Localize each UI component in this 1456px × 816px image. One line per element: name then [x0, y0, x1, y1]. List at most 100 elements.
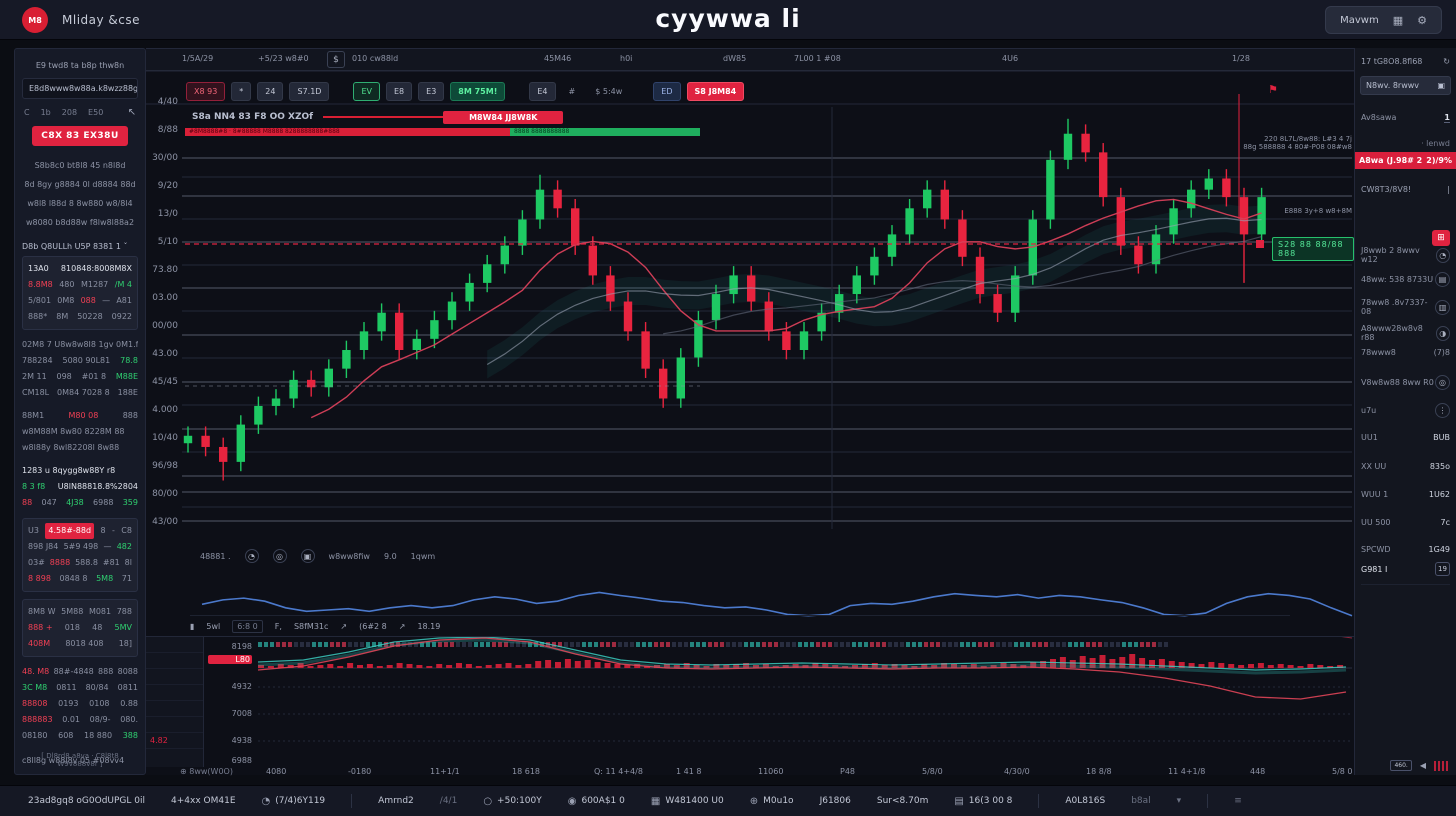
table-row[interactable]: 888 + 018 48 5MV — [28, 620, 132, 636]
taskbar-item-2[interactable]: ◔ (7/4)6Y119 — [261, 795, 326, 807]
table-row[interactable]: 888883 0.01 08/9- 080. — [22, 712, 138, 728]
toolbar2-icon-7[interactable]: ↗ — [398, 622, 406, 631]
sidebar-search-input[interactable]: E8d8www8w88a.k8wzz88g — [22, 78, 138, 99]
indicator-icon-1[interactable]: ◔ — [244, 549, 259, 563]
header-menu-button[interactable]: Mavwm ▦ ⚙ — [1325, 6, 1442, 34]
sidebar-filter-3[interactable]: E50 — [88, 108, 104, 117]
grid-icon[interactable]: ▦ — [1392, 13, 1404, 27]
table-row[interactable]: 788284 5080 90L81 78.8 — [22, 353, 138, 369]
taskbar-item-4[interactable]: Amrnd2 — [378, 796, 414, 806]
toolbar-button-4[interactable]: EV — [353, 81, 380, 101]
gear-icon[interactable]: ⚙ — [1417, 13, 1427, 27]
table-row[interactable]: 2M 11 098 #01 8 M88E — [22, 369, 138, 385]
toolbar2-item-4[interactable]: S8fM31c — [293, 622, 329, 631]
sidebar-filter-2[interactable]: 208 — [61, 108, 78, 117]
table-row[interactable]: 48. M8 88#-4848 888 8088 — [22, 664, 138, 680]
table-row[interactable]: 408M 8018 408 18] — [28, 636, 132, 652]
table-row[interactable]: 02M8 7 U8w8w8I8 1gv 0M1.f — [22, 337, 138, 353]
table-row[interactable]: 1283 u 8qygg8w88Y r8 — [22, 463, 138, 479]
table-row[interactable]: 8 898 0848 8 5M8 71 — [28, 571, 132, 587]
taskbar-item-5[interactable]: /4/1 — [439, 796, 458, 806]
taskbar-item-12[interactable]: ▤ 16(3 00 8 — [954, 795, 1013, 807]
panel-tool-1[interactable]: 48ww: 538 8733U ▤ — [1361, 272, 1450, 287]
taskbar-item-18[interactable]: ≡ — [1234, 796, 1242, 806]
table-row[interactable]: 8.8M8 480 M1287/M 4 — [28, 277, 132, 293]
toolbar2-item-8[interactable]: 18.19 — [417, 622, 441, 631]
tool-icon[interactable]: ◎ — [1435, 375, 1450, 390]
table-row[interactable]: 88808 0193 0108 0.88 — [22, 696, 138, 712]
panel-tool-0[interactable]: J8wwb 2 8wwv w12 ◔ — [1361, 246, 1450, 264]
taskbar-item-0[interactable]: 23ad8gq8 oG0OdUPGL 0il — [28, 796, 146, 806]
taskbar-item-9[interactable]: ⊕ M0u1o — [749, 795, 794, 807]
panel-row-2[interactable]: CW8T3/8V8! | — [1361, 185, 1450, 194]
sidebar-cta-button[interactable]: C8X 83 EX38U — [32, 126, 128, 146]
tool-icon[interactable]: ▥ — [1435, 299, 1450, 315]
taskbar-item-8[interactable]: ▦ W481400 U0 — [650, 795, 724, 807]
toolbar2-item-1[interactable]: 5wl — [206, 622, 221, 631]
table-row[interactable]: CM18L 0M84 7028 8 188E — [22, 385, 138, 401]
toolbar-button-6[interactable]: E3 — [418, 81, 445, 101]
toolbar2-item-2[interactable]: 6:8 0 — [232, 620, 263, 633]
sidebar-filter-1[interactable]: 1b — [40, 108, 51, 117]
toolbar-button-1[interactable]: * — [231, 81, 252, 101]
toolbar-button-12[interactable]: S8 J8M84 — [686, 81, 745, 101]
oscillator-chart[interactable] — [146, 565, 1354, 625]
indicator-icon-3[interactable]: ▣ — [300, 549, 315, 563]
panel-footer-row[interactable]: G981 I 19 — [1361, 562, 1450, 585]
table-row[interactable]: 88M1 M80 08 888 — [22, 408, 138, 424]
table-row[interactable]: 898 J84 5#9 498 — 482 — [28, 539, 132, 555]
calendar-icon[interactable]: 19 — [1435, 562, 1450, 576]
taskbar-item-11[interactable]: Sur<8.70m — [876, 796, 929, 806]
table-row[interactable]: 8M8 W 5M88 M081 788 — [28, 604, 132, 620]
indicator-icon-2[interactable]: ◎ — [272, 549, 287, 563]
tool-icon[interactable]: ◔ — [1435, 247, 1450, 263]
taskbar-item-1[interactable]: 4+4xx OM41E — [171, 796, 236, 806]
table-row[interactable]: 8 3 f8 U8lN88818.8%2804 — [22, 479, 138, 495]
table-row[interactable]: 08180 608 18 880 388 — [22, 728, 138, 744]
truck-badge-icon[interactable]: 460. — [1390, 760, 1412, 771]
taskbar-item-14[interactable]: A0L816S — [1065, 796, 1106, 806]
taskbar-item-15[interactable]: b8al — [1131, 796, 1151, 806]
lower-corner-label[interactable]: ⊕ 8ww(W0O) — [180, 767, 233, 776]
taskbar-item-16[interactable]: ▾ — [1176, 796, 1182, 806]
toolbar-button-10[interactable]: $ 5:4w — [595, 86, 623, 96]
alerts-row[interactable]: Av8sawa 1 — [1361, 113, 1450, 123]
toolbar2-item-6[interactable]: (6#2 8 — [359, 622, 387, 631]
sidebar-filter-0[interactable]: C — [24, 108, 30, 117]
toolbar-button-7[interactable]: 8M 75M! — [450, 81, 506, 101]
toolbar-button-5[interactable]: E8 — [385, 81, 413, 101]
tool-icon[interactable]: ▤ — [1435, 272, 1450, 287]
speaker-icon[interactable]: ◀ — [1419, 761, 1426, 770]
refresh-icon[interactable]: ↻ — [1443, 57, 1450, 66]
toolbar-button-9[interactable]: # — [568, 86, 576, 96]
table-row[interactable]: 888* 8M 50228 0922 — [28, 309, 132, 325]
table-row[interactable]: 88 047 4J38 6988 359 — [22, 495, 138, 511]
panel-tool-5[interactable]: V8w8w88 8ww R0 ◎ — [1361, 375, 1450, 390]
panel-tool-4[interactable]: 78www8 (7)8 — [1361, 348, 1450, 357]
main-candlestick-chart[interactable]: 4/40 8/88 30/00 9/20 13/0 5/10 73.80 03.00 00/00… — [146, 49, 1354, 543]
toolbar-button-3[interactable]: S7.1D — [289, 81, 330, 101]
taskbar-item-6[interactable]: ○ +50:100Y — [483, 795, 542, 807]
taskbar-item-7[interactable]: ◉ 600A$1 0 — [567, 795, 625, 807]
flag-marker-icon[interactable]: ⚑ — [1268, 83, 1278, 96]
toolbar2-icon-0[interactable]: ▮ — [190, 622, 195, 631]
table-row[interactable]: 3C M8 0811 80/84 0811 — [22, 680, 138, 696]
alert-pill[interactable]: M8W84 JJ8W8K — [443, 110, 564, 124]
panel-tool-3[interactable]: A8www28w8v8 r88 ◑ — [1361, 324, 1450, 342]
table-row[interactable]: w8M88M 8w80 8228M 88 — [22, 424, 138, 440]
red-tool-button[interactable]: ⊞ — [1432, 230, 1450, 246]
table-row[interactable]: 13A0 810848:8008M8X — [28, 261, 132, 277]
table-row[interactable]: w8l88y 8wl82208l 8w88 — [22, 440, 138, 456]
tool-icon[interactable]: ⋮ — [1435, 403, 1450, 418]
toolbar-button-0[interactable]: X8 93 — [186, 81, 226, 101]
toolbar2-icon-5[interactable]: ↗ — [340, 622, 348, 631]
table-row[interactable]: 03# 8888 588.8 #81 8l — [28, 555, 132, 571]
taskbar-item-10[interactable]: J61806 — [819, 796, 851, 806]
toolbar2-item-3[interactable]: F, — [274, 622, 282, 631]
toolbar-button-8[interactable]: E4 — [529, 81, 556, 101]
panel-tool-6[interactable]: u7u ⋮ — [1361, 403, 1450, 418]
currency-icon-button[interactable]: $ — [327, 51, 345, 68]
table-row[interactable]: U3 4.58#-88d 8- C8 — [28, 523, 132, 539]
toolbar-button-2[interactable]: 24 — [257, 81, 284, 101]
panel-search-input[interactable]: N8wv. 8rwwv ▣ — [1360, 76, 1451, 95]
